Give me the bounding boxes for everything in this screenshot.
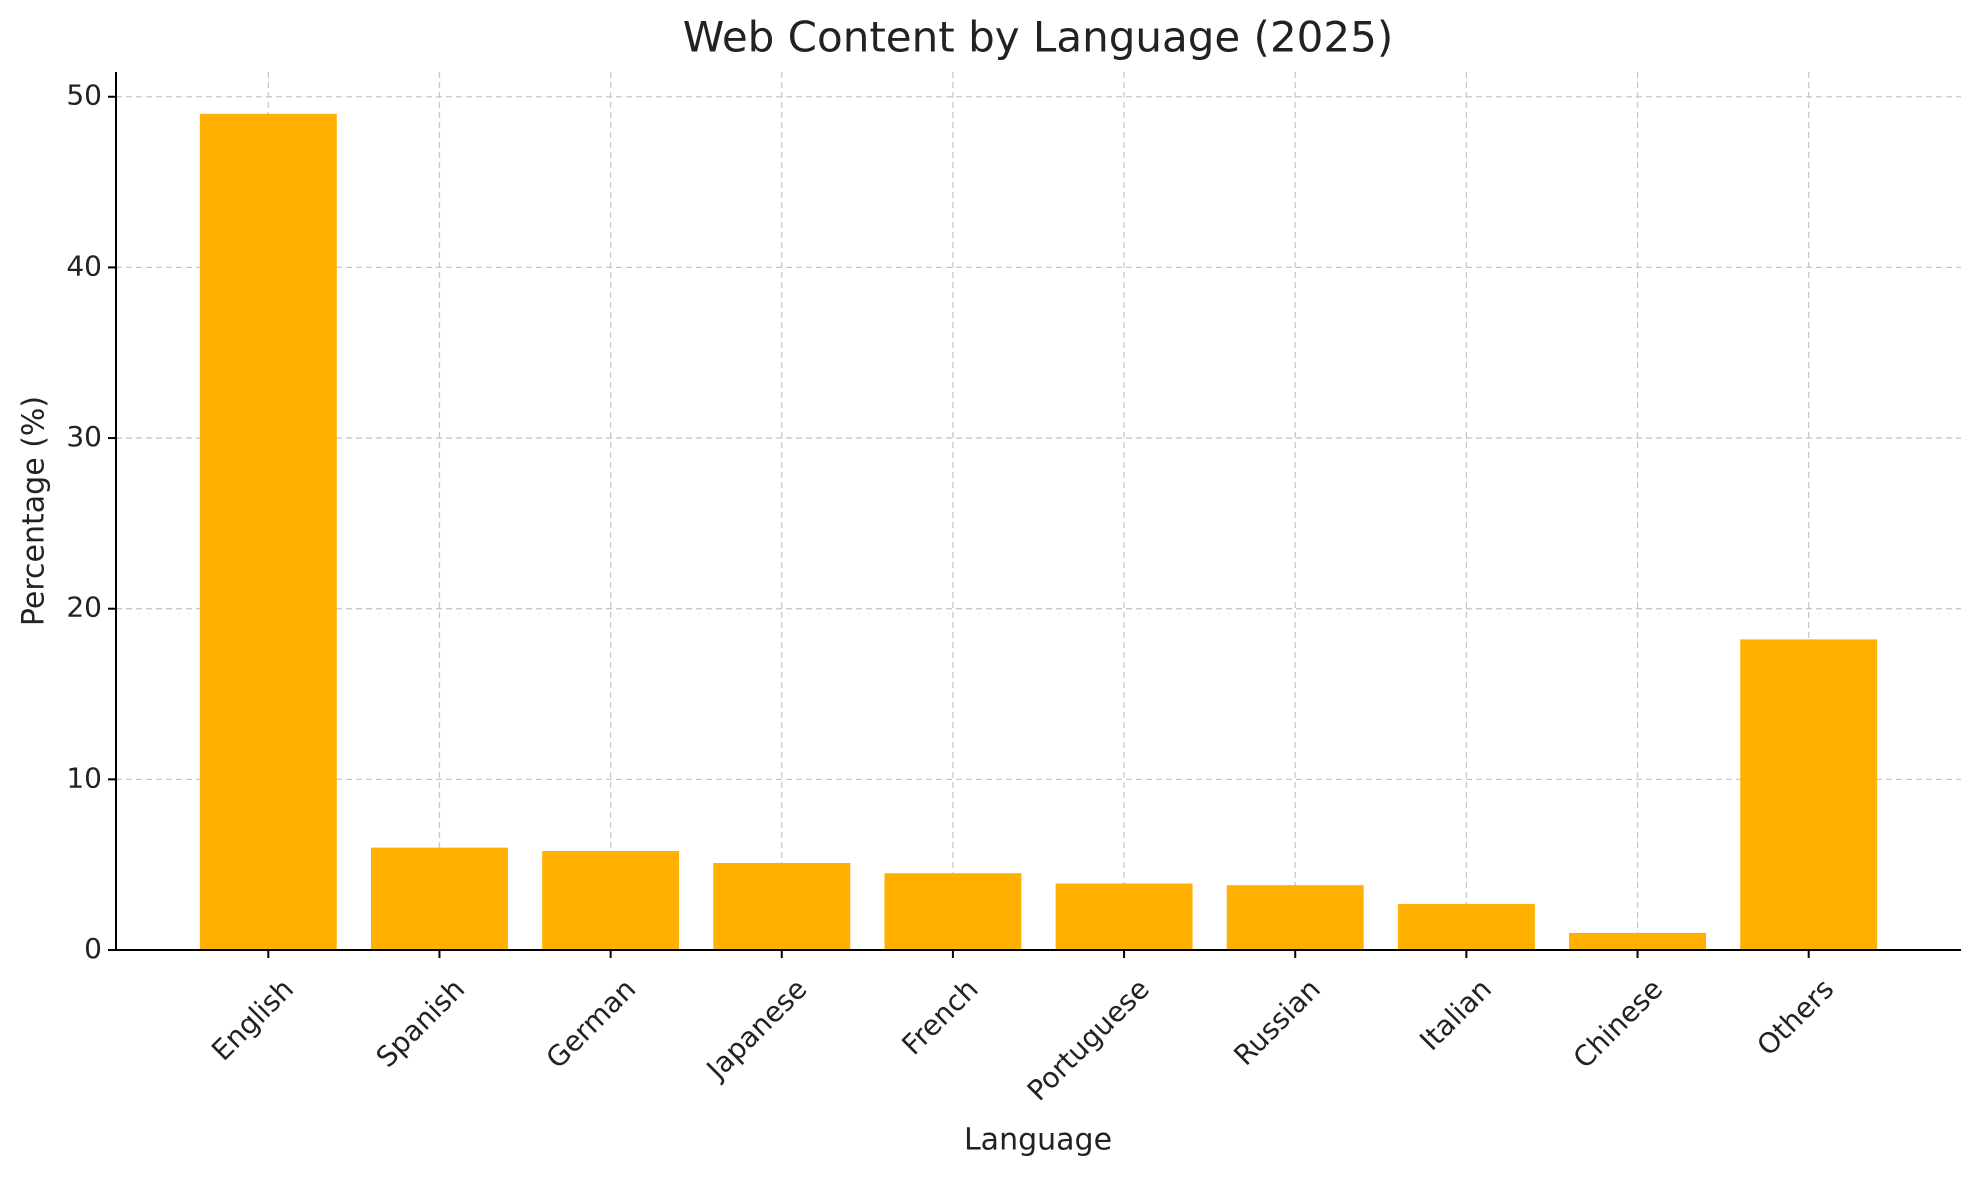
y-tick-label: 20 <box>66 591 102 624</box>
x-tick-label: Others <box>1750 972 1840 1062</box>
bar <box>1740 639 1878 950</box>
y-tick-label: 30 <box>66 420 102 453</box>
bars <box>199 113 1878 951</box>
y-tick-label: 0 <box>84 932 102 965</box>
y-tick-label: 40 <box>66 249 102 282</box>
x-tick-label: Russian <box>1227 972 1327 1072</box>
bar <box>1055 883 1193 950</box>
bar <box>199 113 337 951</box>
grid <box>116 72 1961 951</box>
bar <box>1226 885 1364 950</box>
x-tick-label: Spanish <box>370 972 472 1074</box>
x-tick-label: Japanese <box>699 972 814 1087</box>
bar <box>884 873 1022 950</box>
x-axis-label: Language <box>964 1123 1112 1158</box>
bar <box>713 862 851 950</box>
bar <box>542 851 680 950</box>
x-tick-label: Chinese <box>1567 972 1669 1074</box>
bar <box>1397 903 1535 950</box>
x-tick-label: German <box>540 972 643 1075</box>
y-tick-label: 10 <box>66 761 102 794</box>
x-tick-label: French <box>895 972 984 1061</box>
x-tick-label: Portuguese <box>1021 972 1156 1107</box>
x-tick-label: Italian <box>1413 972 1498 1057</box>
y-tick-label: 50 <box>66 79 102 112</box>
x-tick-label: English <box>205 972 300 1067</box>
bar <box>371 847 508 950</box>
bar <box>1569 932 1706 950</box>
chart-title: Web Content by Language (2025) <box>683 13 1393 62</box>
y-axis-label: Percentage (%) <box>17 396 52 626</box>
